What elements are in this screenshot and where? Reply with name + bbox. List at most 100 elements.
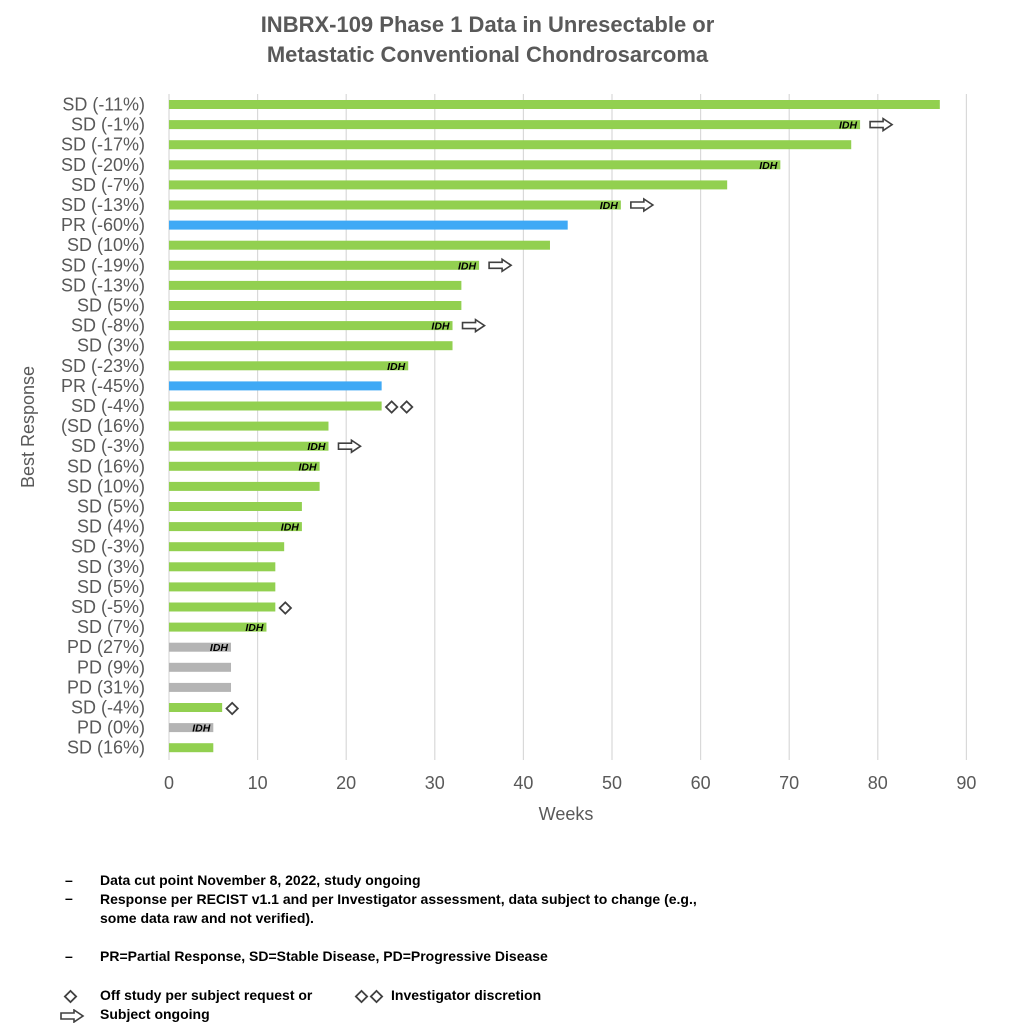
bar [169,120,861,130]
y-tick-label: PD (27%) [67,637,145,657]
arrow-right-icon [869,117,894,133]
bar [169,522,302,532]
bar [169,743,214,753]
y-tick-label: SD (-20%) [61,155,145,175]
y-tick-label: SD (-1%) [71,115,145,135]
x-tick-label: 10 [248,773,268,793]
legend-ongoing-label: Subject ongoing [100,1006,210,1022]
bar [169,622,267,632]
arrow-right-icon [60,1009,85,1023]
y-tick-label: SD (-4%) [71,698,145,718]
bar [169,100,940,109]
bar [169,461,320,471]
bar [169,542,285,552]
bar [169,200,621,210]
bar [169,180,728,190]
arrow-right-icon [461,318,486,334]
y-tick-label: SD (5%) [77,577,145,597]
bar [169,361,409,371]
y-tick-label: SD (16%) [67,738,145,758]
bar [169,140,852,150]
bar [169,421,329,431]
chart-title-line-2: Metastatic Conventional Chondrosarcoma [266,42,709,67]
bar [169,441,329,451]
chart-canvas: IDH IDH IDH IDH IDH IDH IDH IDH IDH IDH IDH IDH SD … [18,94,976,824]
bar [169,562,276,572]
bar [169,341,453,351]
bar [169,642,232,652]
diamond-icon [399,400,414,414]
note-text: Response per RECIST v1.1 and per Investi… [100,891,697,926]
y-tick-label: SD (-13%) [61,195,145,215]
idh-label: IDH [387,361,406,373]
y-tick-label: SD (10%) [67,235,145,255]
bar [169,682,232,692]
y-tick-label: SD (3%) [77,336,145,356]
arrow-right-icon [488,257,513,273]
bar [169,662,232,672]
idh-label: IDH [600,200,619,212]
idh-label: IDH [245,622,264,634]
y-tick-label: SD (-17%) [61,135,145,155]
note-text: Data cut point November 8, 2022, study o… [100,872,421,888]
x-tick-label: 40 [513,773,533,793]
y-tick-label: SD (7%) [77,617,145,637]
y-tick-label: SD (-13%) [61,275,145,295]
bar [169,582,276,592]
bars: IDH IDH IDH IDH IDH IDH IDH IDH IDH IDH IDH IDH [169,100,940,753]
x-axis-label: Weeks [539,804,594,824]
bar [169,301,462,310]
bar [169,602,276,612]
y-tick-label: SD (-23%) [61,356,145,376]
bar [169,321,453,331]
x-tick-label: 50 [602,773,622,793]
y-tick-label: SD (-4%) [71,396,145,416]
idh-label: IDH [192,723,211,735]
legend-off-study-label: Off study per subject request or [100,987,313,1003]
y-tick-label: SD (5%) [77,296,145,316]
double-diamond-icon [354,989,384,1004]
y-axis-label: Best Response [18,366,38,488]
idh-label: IDH [839,120,858,132]
x-tick-label: 20 [336,773,356,793]
x-tick-label: 60 [691,773,711,793]
idh-label: IDH [458,260,477,272]
x-tick-labels: 0 10 20 30 40 50 60 70 80 90 [164,773,976,793]
y-tick-labels: SD (-11%)SD (-1%)SD (-17%)SD (-20%)SD (-… [61,95,145,758]
y-tick-label: (SD (16%) [61,416,145,436]
y-tick-label: SD (-11%) [62,95,145,115]
diamond-icon [225,701,240,716]
idh-label: IDH [210,642,229,654]
idh-label: IDH [431,321,450,333]
bar [169,381,382,391]
x-tick-label: 70 [779,773,799,793]
x-tick-label: 30 [425,773,445,793]
y-tick-label: PD (9%) [77,657,145,677]
x-tick-label: 80 [868,773,888,793]
y-tick-label: PR (-60%) [61,215,145,235]
bar [169,220,568,230]
note-dash: – [65,948,73,964]
x-tick-label: 90 [956,773,976,793]
note-dash: – [65,890,73,906]
arrow-right-icon [337,438,362,454]
legend-investigator-label: Investigator discretion [391,987,542,1003]
idh-label: IDH [759,160,778,172]
y-tick-label: SD (-3%) [71,436,145,456]
y-tick-label: SD (-5%) [71,597,145,617]
x-tick-label: 0 [164,773,174,793]
y-tick-label: PR (-45%) [61,376,145,396]
y-tick-label: PD (31%) [67,677,145,697]
idh-label: IDH [299,461,318,473]
legend-ongoing: Subject ongoing [60,1006,360,1026]
y-tick-label: SD (-3%) [71,537,145,557]
y-tick-label: SD (-19%) [61,255,145,275]
y-tick-label: SD (16%) [67,456,145,476]
y-tick-label: SD (4%) [77,517,145,537]
y-tick-label: SD (-7%) [71,175,145,195]
bar [169,502,302,511]
idh-label: IDH [281,522,300,534]
diamond-icon [63,989,78,1004]
y-tick-label: SD (10%) [67,476,145,496]
y-tick-label: SD (-8%) [71,316,145,336]
